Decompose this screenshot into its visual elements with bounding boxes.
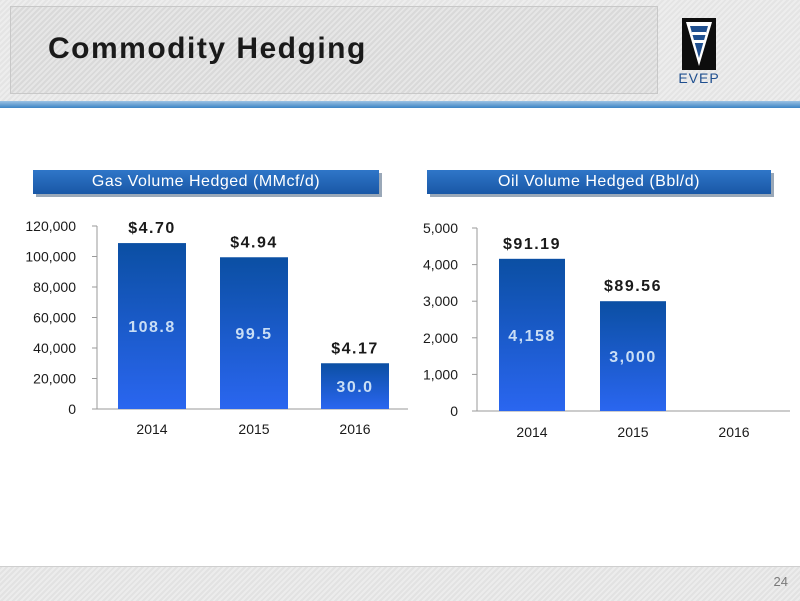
gas-bar-label-2014: 108.8 (128, 319, 176, 336)
gas-y-tick-label: 40,000 (33, 340, 76, 356)
page-number: 24 (773, 574, 788, 589)
gas-chart-header: Gas Volume Hedged (MMcf/d) (33, 170, 379, 194)
oil-chart-header: Oil Volume Hedged (Bbl/d) (427, 170, 771, 194)
oil-category-label-2014: 2014 (516, 424, 547, 440)
oil-y-tick-label: 0 (450, 403, 458, 419)
oil-price-label-2015: $89.56 (604, 278, 662, 295)
oil-bar-label-2014: 4,158 (508, 328, 556, 345)
gas-price-label-2014: $4.70 (128, 220, 176, 237)
gas-bar-2014 (118, 243, 186, 409)
oil-bar-2015 (600, 301, 666, 411)
logo-text: EVEP (678, 70, 720, 86)
oil-category-label-2016: 2016 (718, 424, 749, 440)
gas-category-label-2016: 2016 (339, 421, 370, 437)
gas-price-label-2016: $4.17 (331, 340, 379, 357)
gas-bar-2016 (321, 363, 389, 409)
gas-y-tick-label: 80,000 (33, 279, 76, 295)
oil-y-tick-label: 4,000 (423, 257, 458, 273)
oil-price-label-2014: $91.19 (503, 236, 561, 253)
gas-bar-label-2016: 30.0 (336, 379, 373, 396)
gas-price-label-2015: $4.94 (230, 234, 278, 251)
page-title: Commodity Hedging (48, 32, 367, 65)
gas-y-tick-label: 100,000 (25, 249, 76, 265)
footer-band (0, 566, 800, 601)
oil-y-tick-label: 3,000 (423, 293, 458, 309)
header-rule (0, 101, 800, 108)
gas-y-tick-label: 60,000 (33, 310, 76, 326)
evep-logo-icon (682, 18, 716, 70)
oil-y-tick-label: 5,000 (423, 220, 458, 236)
gas-bar-2015 (220, 257, 288, 409)
oil-bar-2014 (499, 258, 565, 411)
gas-y-tick-label: 0 (68, 401, 76, 417)
gas-bar-label-2015: 99.5 (235, 326, 272, 343)
title-panel (10, 6, 658, 94)
gas-category-label-2014: 2014 (136, 421, 167, 437)
oil-y-tick-label: 2,000 (423, 330, 458, 346)
gas-y-tick-label: 120,000 (25, 218, 76, 234)
oil-category-label-2015: 2015 (617, 424, 648, 440)
gas-y-tick-label: 20,000 (33, 371, 76, 387)
gas-category-label-2015: 2015 (238, 421, 269, 437)
oil-bar-label-2015: 3,000 (609, 349, 657, 366)
oil-y-tick-label: 1,000 (423, 366, 458, 382)
